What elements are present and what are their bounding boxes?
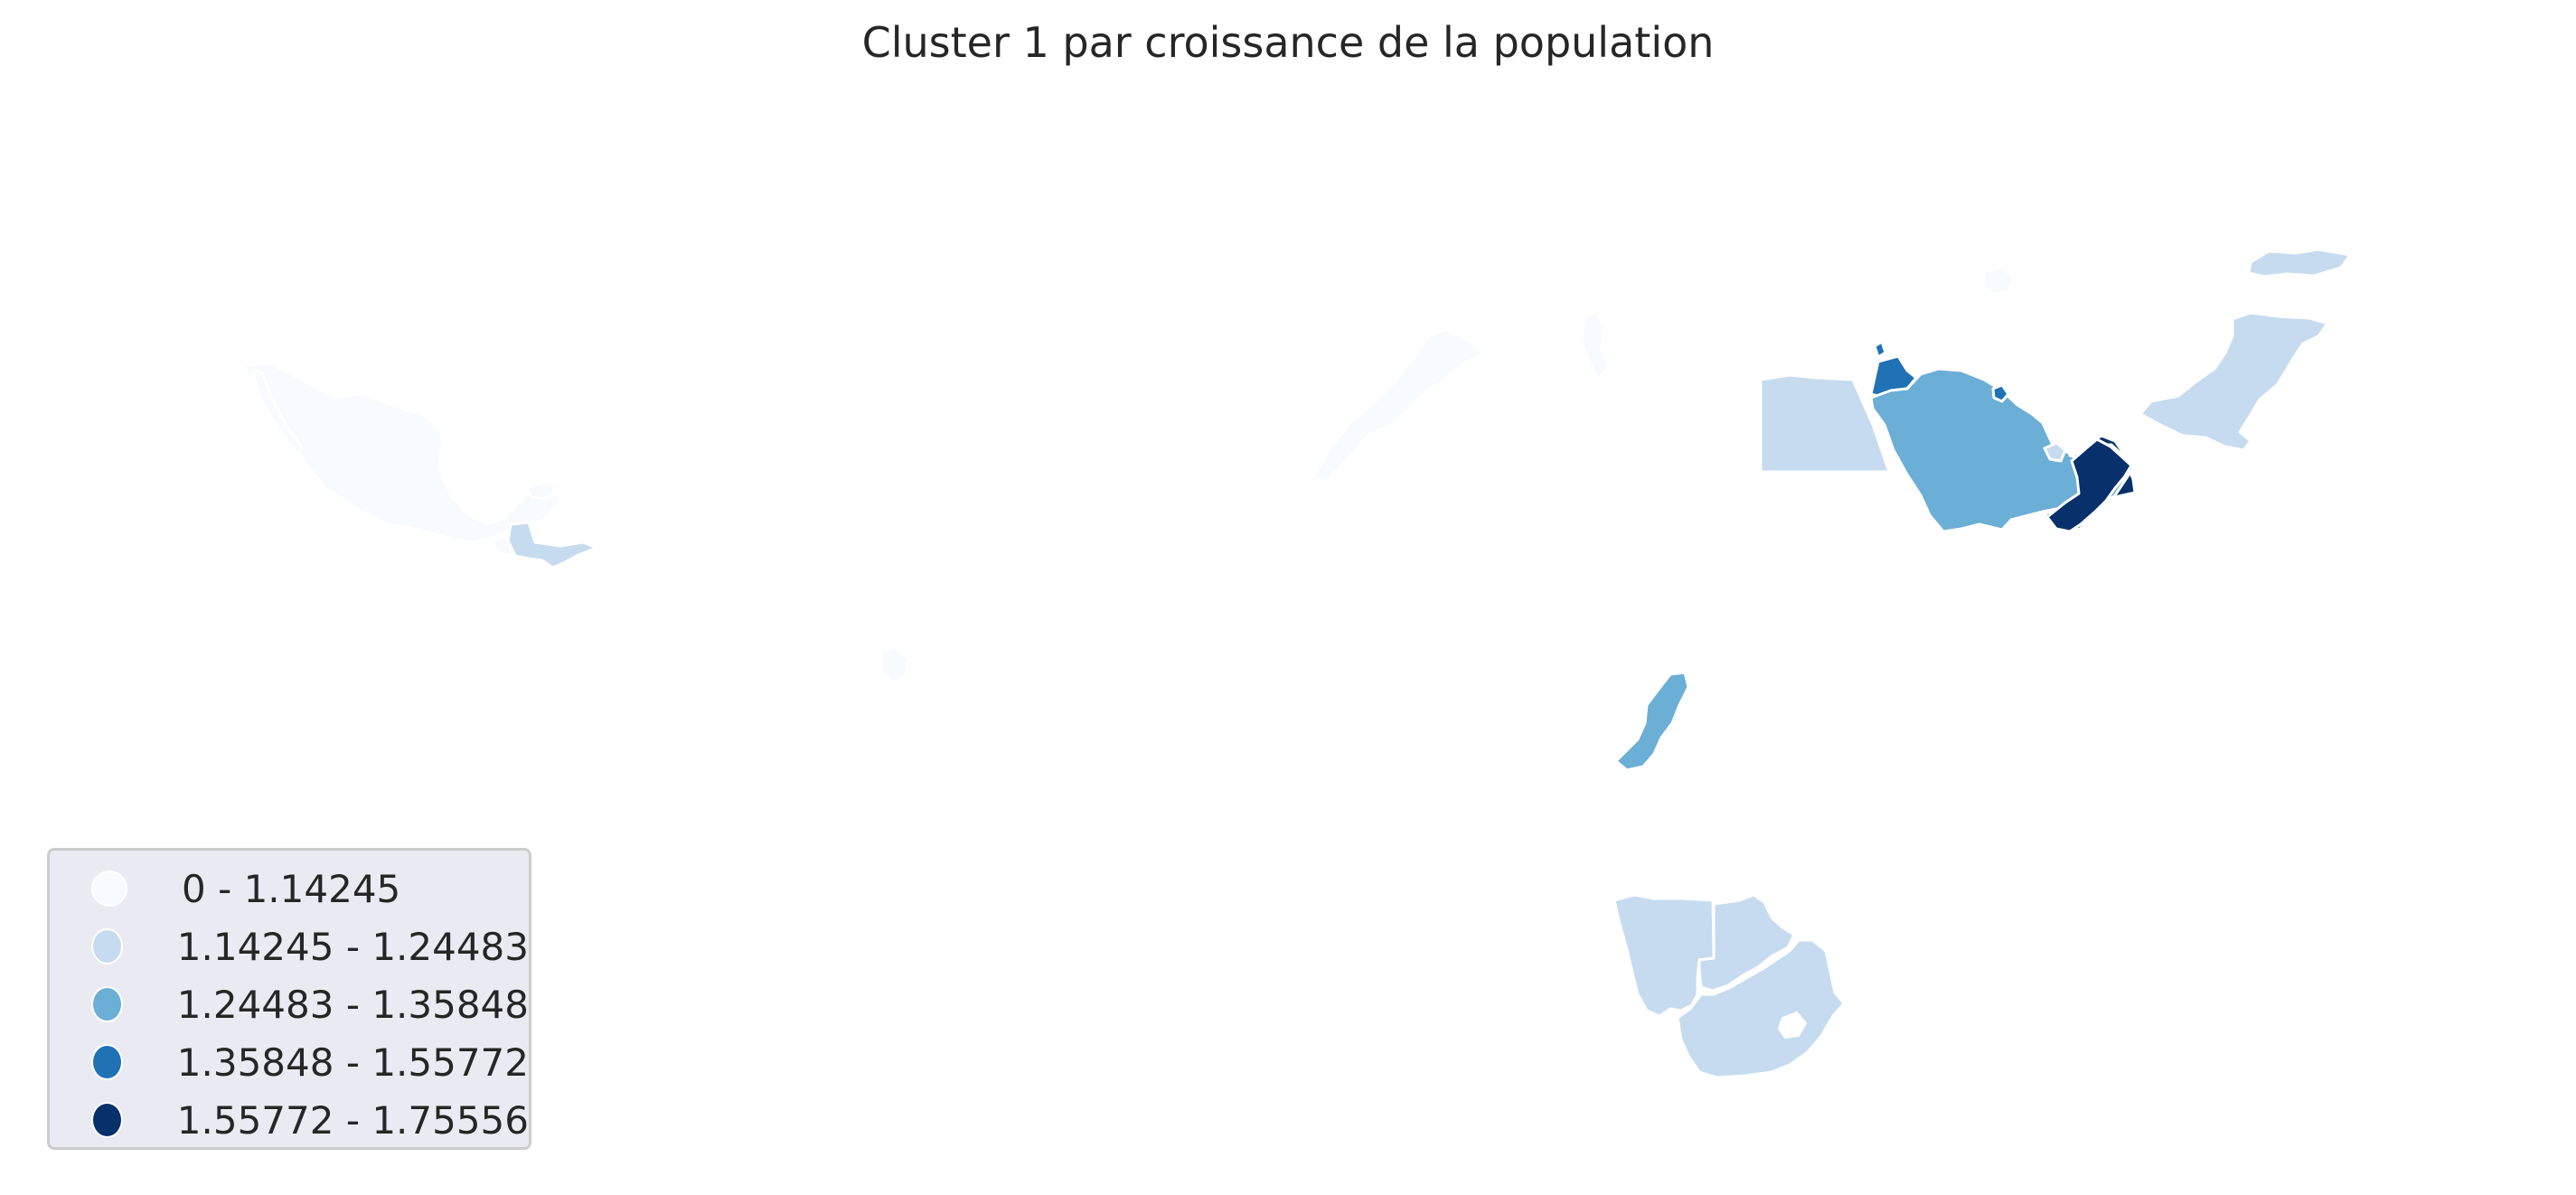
legend-label: 1.24483 - 1.35848 xyxy=(176,982,529,1027)
legend-swatch-icon xyxy=(91,928,123,964)
region-jordan-tip xyxy=(1873,340,1887,359)
legend-label: 1.35848 - 1.55772 xyxy=(176,1040,529,1085)
region-baja xyxy=(251,369,304,456)
legend-swatch-icon xyxy=(91,1044,123,1080)
legend-item: 1.14245 - 1.24483 xyxy=(50,917,529,975)
region-pakistan xyxy=(2139,311,2329,452)
legend-item: 1.55772 - 1.75556 xyxy=(50,1091,529,1149)
region-cape-verde xyxy=(879,645,910,683)
region-mexico xyxy=(240,362,562,544)
region-cuba xyxy=(524,481,558,501)
region-lesotho xyxy=(1777,1011,1808,1040)
legend: 0 - 1.14245 1.14245 - 1.24483 1.24483 - … xyxy=(47,848,531,1150)
region-south-africa xyxy=(1676,938,1846,1079)
legend-swatch-icon xyxy=(91,986,123,1022)
region-turkmenistan xyxy=(1981,266,2016,296)
region-tanzania xyxy=(1614,671,1690,772)
legend-label: 1.55772 - 1.75556 xyxy=(176,1097,529,1143)
region-namibia xyxy=(1612,893,1716,1018)
map-title: Cluster 1 par croissance de la populatio… xyxy=(861,18,1715,67)
legend-swatch-icon xyxy=(91,1102,123,1138)
legend-item: 1.24483 - 1.35848 xyxy=(50,975,529,1033)
region-western-sahara xyxy=(1311,328,1484,483)
legend-label: 0 - 1.14245 xyxy=(182,866,401,911)
legend-label: 1.14245 - 1.24483 xyxy=(176,924,529,969)
region-tunisia xyxy=(1580,310,1611,381)
legend-swatch-icon xyxy=(91,870,127,907)
legend-item: 0 - 1.14245 xyxy=(50,860,529,917)
region-central-america xyxy=(506,521,598,569)
region-kuwait xyxy=(1991,383,2010,403)
region-oman-main xyxy=(2045,438,2133,533)
region-kyrgyzstan xyxy=(2247,248,2352,278)
legend-item: 1.35848 - 1.55772 xyxy=(50,1033,529,1091)
region-botswana xyxy=(1697,893,1796,993)
region-egypt xyxy=(1759,373,1891,474)
region-qatar xyxy=(2043,441,2067,463)
